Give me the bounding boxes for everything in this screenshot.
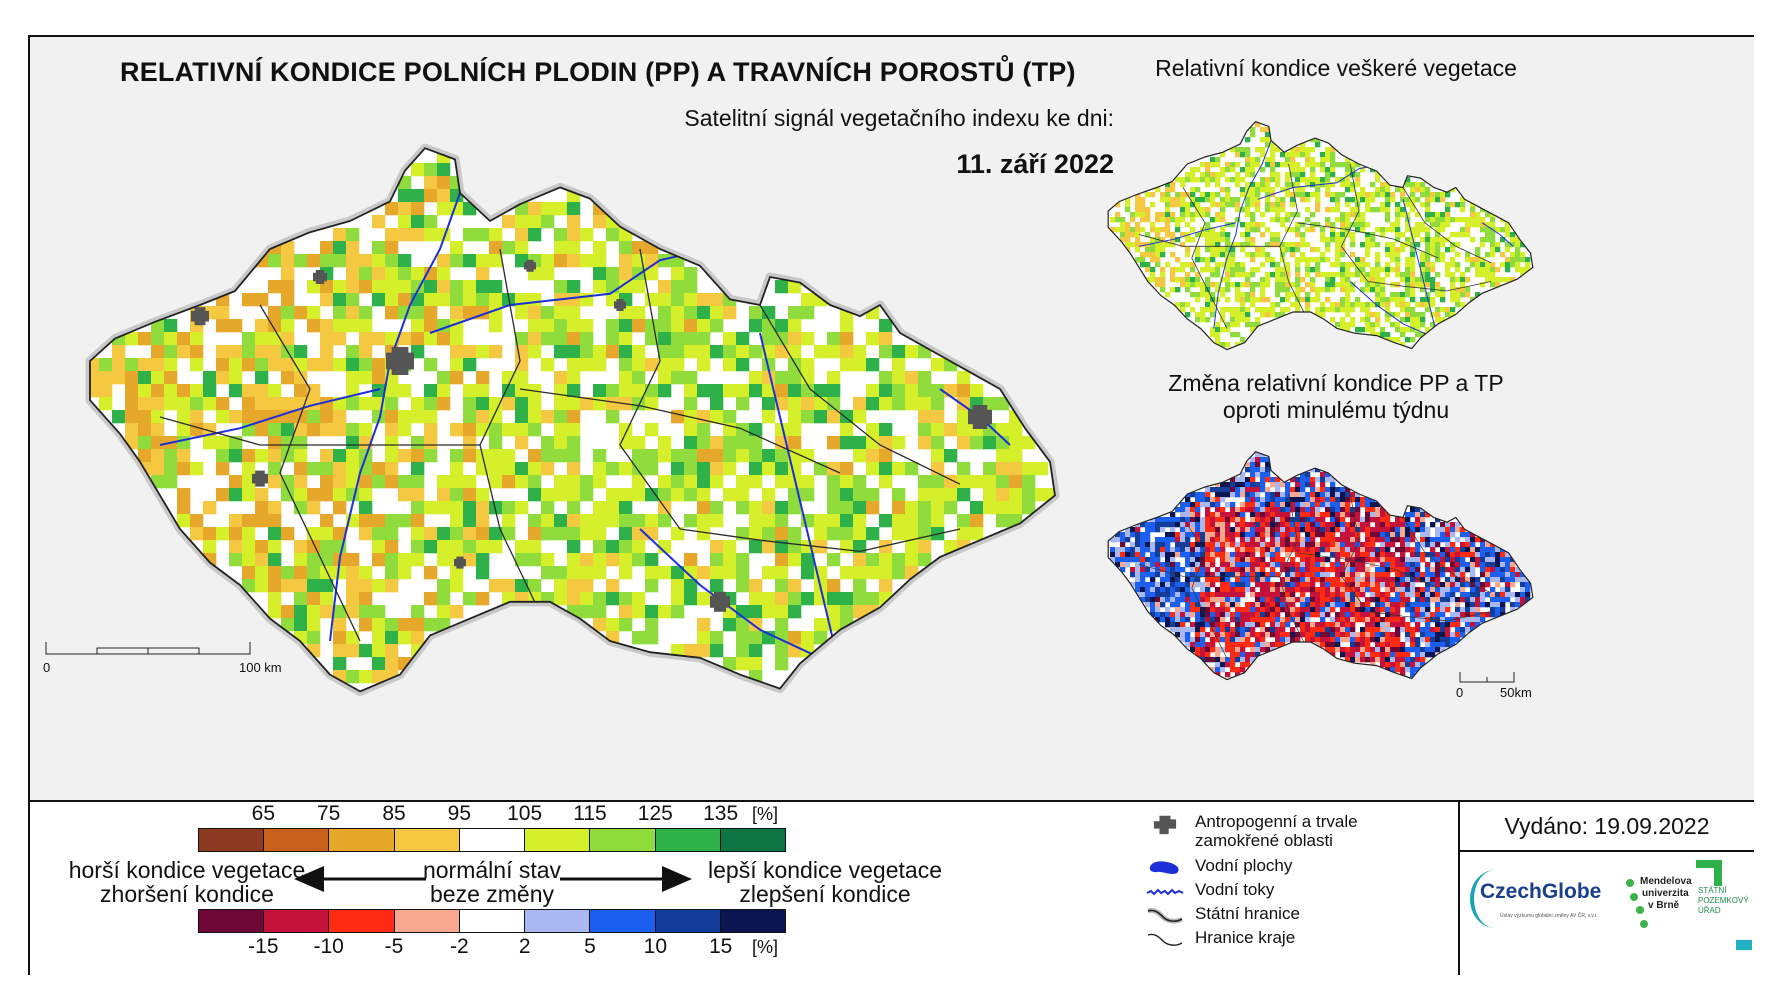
change-swatch <box>590 910 656 932</box>
condition-swatch <box>655 829 721 851</box>
data-date: 11. září 2022 <box>956 149 1114 179</box>
change-tick-label: -2 <box>449 935 469 958</box>
issued-box: Vydáno: 19.09.2022 CzechGlobe Ústav výzk… <box>1458 802 1754 975</box>
water-body-icon <box>1149 861 1179 874</box>
region-border-label: Hranice kraje <box>1195 928 1296 947</box>
condition-color-bar <box>198 828 786 852</box>
condition-swatch <box>459 829 526 851</box>
condition-tick-label: 85 <box>382 802 406 825</box>
inset-scale-start: 0 <box>1456 685 1464 700</box>
page-subtitle: Satelitní signál vegetačního indexu ke d… <box>684 105 1114 131</box>
state-border <box>89 147 1056 693</box>
spu-logo: STÁTNÍ POZEMKOVÝ ÚŘAD <box>1698 886 1749 915</box>
change-swatch <box>329 910 395 932</box>
mendel-logo-dot <box>1630 893 1638 901</box>
condition-tick-label: 75 <box>316 802 341 825</box>
change-swatch <box>199 910 265 932</box>
inset-bottom-title-line1: Změna relativní kondice PP a TP <box>1168 370 1504 396</box>
inset-top-title: Relativní kondice veškeré vegetace <box>1155 55 1517 81</box>
change-swatch <box>525 910 591 932</box>
legend-normal-line2: beze změny <box>429 881 554 907</box>
legend-worse-line2: zhoršení kondice <box>100 881 274 907</box>
change-tick-label: 5 <box>584 935 596 958</box>
legend-anthropogenic: Antropogenní a trvale zamokřené oblasti <box>1145 812 1358 850</box>
legend-water-streams: Vodní toky <box>1145 880 1274 904</box>
map-panel: RELATIVNÍ KONDICE POLNÍCH PLODIN (PP) A … <box>30 37 1754 800</box>
condition-tick-label: 95 <box>447 802 472 825</box>
anthropogenic-area-icon <box>1153 815 1177 835</box>
water-bodies-label: Vodní plochy <box>1195 856 1293 875</box>
left-arrow-icon <box>294 866 426 892</box>
page-title: RELATIVNÍ KONDICE POLNÍCH PLODIN (PP) A … <box>120 57 1076 87</box>
region-borders <box>159 248 961 642</box>
condition-swatch <box>720 829 785 851</box>
czechglobe-logo-subtitle: Ústav výzkumu globální změny AV ČR, v.v.… <box>1500 913 1598 919</box>
inset-bottom-title-line2: oproti minulému týdnu <box>1222 397 1450 423</box>
main-condition-map <box>85 143 1060 696</box>
mendel-logo-dot <box>1640 920 1648 928</box>
legend-state-border: Státní hranice <box>1145 904 1300 928</box>
anthropogenic-areas <box>191 259 992 612</box>
condition-tick-label: 115 <box>573 802 607 825</box>
right-arrow-icon <box>560 866 692 892</box>
state-border-label: Státní hranice <box>1195 904 1300 923</box>
condition-swatch <box>590 829 656 851</box>
change-tick-label: -5 <box>384 935 404 958</box>
main-scale-bar <box>45 642 251 655</box>
legend-worse-line1: horší kondice vegetace <box>68 857 306 883</box>
mendel-logo-dot <box>1636 906 1644 914</box>
spu-logo-bar <box>1736 940 1752 950</box>
state-border-icon <box>1147 908 1184 924</box>
legend-region-border: Hranice kraje <box>1145 928 1295 952</box>
region-border-icon <box>1147 933 1183 946</box>
legend-better-line2: zlepšení kondice <box>739 881 911 907</box>
map-frame: RELATIVNÍ KONDICE POLNÍCH PLODIN (PP) A … <box>28 35 1754 975</box>
legend-better-line1: lepší kondice vegetace <box>708 857 942 883</box>
condition-tick-label: 105 <box>507 802 543 825</box>
condition-swatch <box>199 829 265 851</box>
change-swatch <box>459 910 526 932</box>
inset-scale-bar <box>1459 672 1515 683</box>
anthropogenic-label-line1: Antropogenní a trvale <box>1195 812 1358 831</box>
mendel-logo: Mendelova univerzita v Brně <box>1640 876 1692 911</box>
change-tick-label: 10 <box>643 935 668 958</box>
change-swatch <box>720 910 785 932</box>
issued-date: Vydáno: 19.09.2022 <box>1460 802 1754 852</box>
change-swatch <box>264 910 330 932</box>
inset-scale-end: 50km <box>1500 685 1532 700</box>
condition-swatch <box>525 829 591 851</box>
czechglobe-logo-arc <box>1470 870 1520 928</box>
legend-panel: [%] horší kondice vegetace zhoršení kond… <box>30 800 1754 975</box>
main-scale-end: 100 km <box>239 660 282 675</box>
spu-logo-mark <box>1696 860 1722 886</box>
condition-tick-label: 135 <box>703 802 739 825</box>
change-color-bar <box>198 909 786 933</box>
condition-tick-label: 65 <box>251 802 276 825</box>
water-stream-icon <box>1146 888 1184 896</box>
change-tick-label: -15 <box>248 935 279 958</box>
condition-swatch <box>394 829 460 851</box>
legend-water-bodies: Vodní plochy <box>1145 856 1292 880</box>
change-tick-label: 15 <box>708 935 733 958</box>
change-unit: [%] <box>752 937 779 957</box>
change-tick-label: 2 <box>518 935 531 958</box>
inset-all-vegetation-map <box>1107 121 1534 351</box>
czechglobe-logo: CzechGlobe <box>1480 880 1602 903</box>
main-scale-start: 0 <box>43 660 51 675</box>
anthropogenic-label-line2: zamokřené oblasti <box>1195 831 1333 850</box>
change-swatch <box>655 910 721 932</box>
condition-swatch <box>329 829 395 851</box>
mendel-logo-dot <box>1626 879 1634 887</box>
condition-swatch <box>264 829 330 851</box>
condition-tick-label: 125 <box>637 802 673 825</box>
legend-normal-line1: normální stav <box>422 857 562 883</box>
water-streams-label: Vodní toky <box>1195 880 1275 899</box>
change-tick-label: -10 <box>313 935 344 958</box>
change-swatch <box>394 910 460 932</box>
inset-change-map <box>1107 451 1534 681</box>
condition-unit: [%] <box>752 804 779 824</box>
